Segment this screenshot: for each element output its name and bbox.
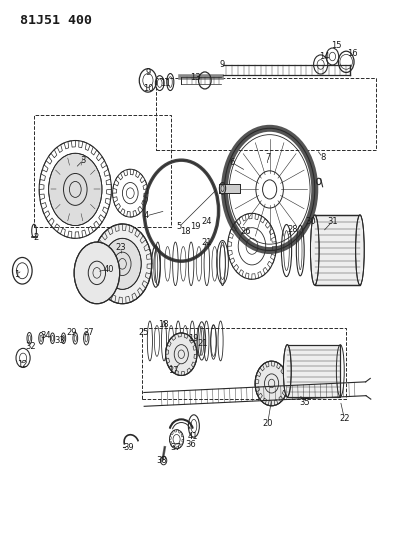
Text: 22: 22 (339, 414, 349, 423)
Text: 14: 14 (320, 52, 330, 61)
Text: 37: 37 (170, 443, 181, 452)
Text: 25: 25 (139, 328, 149, 337)
Text: 15: 15 (331, 42, 342, 51)
Text: 23: 23 (115, 244, 126, 253)
Text: 16: 16 (347, 50, 357, 58)
Bar (142, 328, 346, 399)
Bar (315, 215, 360, 285)
Text: 39: 39 (123, 443, 134, 452)
Text: 11: 11 (160, 78, 171, 87)
Text: 9: 9 (220, 60, 225, 69)
Bar (315, 215, 360, 285)
Text: 81J51 400: 81J51 400 (20, 14, 92, 27)
Text: 28: 28 (288, 225, 299, 234)
Text: 27: 27 (84, 328, 94, 337)
Circle shape (48, 154, 102, 225)
Bar (219, 183, 240, 193)
Text: 2: 2 (33, 233, 39, 242)
Text: 35: 35 (300, 398, 310, 407)
Ellipse shape (310, 215, 319, 285)
Text: 32: 32 (25, 342, 35, 351)
Circle shape (93, 224, 152, 304)
Text: 26: 26 (241, 228, 251, 237)
Text: 19: 19 (190, 222, 200, 231)
Text: 34: 34 (41, 331, 51, 340)
Text: 20: 20 (262, 419, 273, 428)
Bar (34, 115, 171, 227)
Circle shape (255, 361, 288, 406)
Text: 36: 36 (186, 440, 197, 449)
Bar (156, 78, 375, 150)
Text: 31: 31 (327, 217, 338, 226)
Ellipse shape (283, 345, 291, 397)
Text: 21: 21 (198, 339, 208, 348)
Text: 12: 12 (17, 360, 28, 369)
Text: 40: 40 (103, 265, 114, 273)
Text: 4: 4 (143, 212, 149, 221)
Text: 1: 1 (14, 270, 19, 279)
Ellipse shape (356, 215, 364, 285)
Text: 33: 33 (54, 336, 65, 345)
Bar (219, 183, 240, 193)
Text: 38: 38 (156, 456, 167, 465)
Text: 5: 5 (177, 222, 182, 231)
Text: 8: 8 (320, 153, 325, 162)
Text: 19: 19 (188, 334, 198, 343)
Circle shape (104, 238, 141, 289)
Text: 6: 6 (230, 158, 235, 167)
Circle shape (74, 242, 120, 304)
Text: 18: 18 (158, 320, 169, 329)
Text: 10: 10 (143, 84, 153, 93)
Text: 9: 9 (145, 68, 151, 77)
Bar (287, 345, 340, 397)
Text: 21: 21 (202, 238, 212, 247)
Text: 41: 41 (188, 432, 198, 441)
Bar (287, 345, 340, 397)
Text: 24: 24 (202, 217, 212, 226)
Text: 18: 18 (180, 228, 191, 237)
Text: 29: 29 (66, 328, 76, 337)
Circle shape (165, 333, 197, 375)
Text: 13: 13 (190, 73, 201, 82)
Text: 30: 30 (305, 217, 316, 226)
Text: 3: 3 (80, 156, 86, 165)
Text: 7: 7 (265, 153, 270, 162)
Text: 17: 17 (168, 366, 179, 375)
